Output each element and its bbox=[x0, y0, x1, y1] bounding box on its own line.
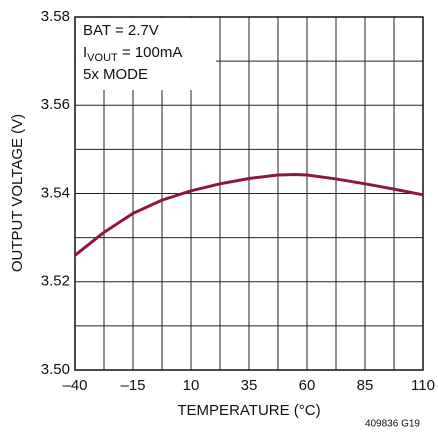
y-tick-label: 3.56 bbox=[41, 96, 70, 113]
x-axis-label: TEMPERATURE (°C) bbox=[177, 402, 320, 419]
annotation: BAT = 2.7V bbox=[83, 22, 159, 39]
annotation-text: I bbox=[83, 44, 87, 61]
y-tick-label: 3.58 bbox=[41, 8, 70, 25]
annotation-subscript: VOUT bbox=[87, 52, 118, 64]
annotation: 5x MODE bbox=[83, 66, 148, 83]
annotation-box bbox=[76, 18, 216, 90]
y-tick-label: 3.50 bbox=[41, 361, 70, 378]
footnote: 409836 G19 bbox=[365, 419, 420, 430]
y-tick-label: 3.52 bbox=[41, 273, 70, 290]
annotation-text: BAT = 2.7V bbox=[83, 22, 159, 39]
x-tick-label: 60 bbox=[299, 377, 316, 394]
x-tick-label: –15 bbox=[120, 377, 145, 394]
x-tick-label: 110 bbox=[411, 377, 435, 394]
annotation-text: 5x MODE bbox=[83, 66, 148, 83]
data-line bbox=[74, 173, 424, 257]
x-tick-label: 35 bbox=[241, 377, 258, 394]
x-tick-label: 10 bbox=[183, 377, 200, 394]
annotation: IVOUT = 100mA bbox=[83, 44, 182, 64]
x-tick-label: –40 bbox=[62, 377, 87, 394]
y-axis-label: OUTPUT VOLTAGE (V) bbox=[9, 114, 26, 272]
x-tick-label: 85 bbox=[357, 377, 374, 394]
y-tick-label: 3.54 bbox=[41, 184, 70, 201]
annotation-text: = 100mA bbox=[118, 44, 183, 61]
